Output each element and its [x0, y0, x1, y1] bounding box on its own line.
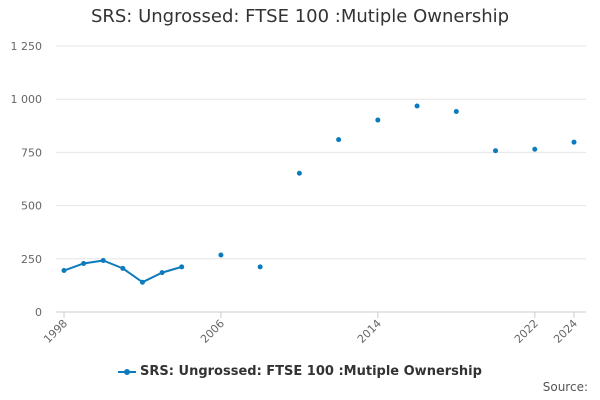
- y-tick-label: 1 000: [11, 93, 43, 106]
- y-tick-label: 750: [21, 146, 42, 159]
- series-line-segment: [82, 259, 105, 265]
- x-axis-ticks: 1998 2006 2014 2022 2024: [41, 312, 580, 346]
- data-point[interactable]: [159, 270, 165, 276]
- y-axis-ticks: 0 250 500 750 1 000 1 250: [11, 40, 43, 319]
- series-line-segment: [141, 271, 164, 284]
- x-tick-label: 2014: [355, 317, 384, 346]
- series-line-segment: [63, 262, 85, 272]
- y-tick-label: 500: [21, 200, 42, 213]
- x-tick-label: 2024: [551, 317, 580, 346]
- data-point[interactable]: [218, 252, 224, 258]
- x-tick-label: 1998: [41, 317, 70, 346]
- data-point[interactable]: [414, 103, 420, 109]
- data-point[interactable]: [532, 146, 538, 152]
- chart-title: SRS: Ungrossed: FTSE 100 :Mutiple Owners…: [90, 6, 510, 27]
- y-tick-label: 0: [35, 306, 42, 319]
- legend-marker-icon: [118, 367, 137, 377]
- data-point[interactable]: [493, 148, 499, 154]
- y-tick-label: 1 250: [11, 40, 43, 53]
- series-line-segment: [121, 267, 144, 284]
- data-point[interactable]: [81, 260, 87, 266]
- series-line-segment: [161, 265, 183, 274]
- series-points: [61, 103, 577, 285]
- data-point[interactable]: [375, 117, 381, 123]
- x-tick-label: 2006: [198, 317, 227, 346]
- data-point[interactable]: [336, 137, 342, 143]
- data-point[interactable]: [139, 279, 145, 285]
- data-point[interactable]: [61, 268, 67, 274]
- x-tick-label: 2022: [512, 317, 541, 346]
- series-line-segment: [102, 259, 124, 270]
- source-note: Source:: [542, 380, 588, 394]
- data-point[interactable]: [453, 109, 459, 115]
- data-point[interactable]: [296, 170, 302, 176]
- y-tick-label: 250: [21, 253, 42, 266]
- legend[interactable]: SRS: Ungrossed: FTSE 100 :Mutiple Owners…: [0, 364, 600, 379]
- data-point[interactable]: [257, 264, 263, 270]
- gridlines: [56, 45, 586, 313]
- data-point[interactable]: [120, 265, 126, 271]
- series-lines: [63, 259, 183, 284]
- data-point[interactable]: [571, 139, 577, 145]
- data-point[interactable]: [179, 264, 185, 270]
- legend-label: SRS: Ungrossed: FTSE 100 :Mutiple Owners…: [140, 364, 482, 379]
- data-point[interactable]: [100, 258, 106, 264]
